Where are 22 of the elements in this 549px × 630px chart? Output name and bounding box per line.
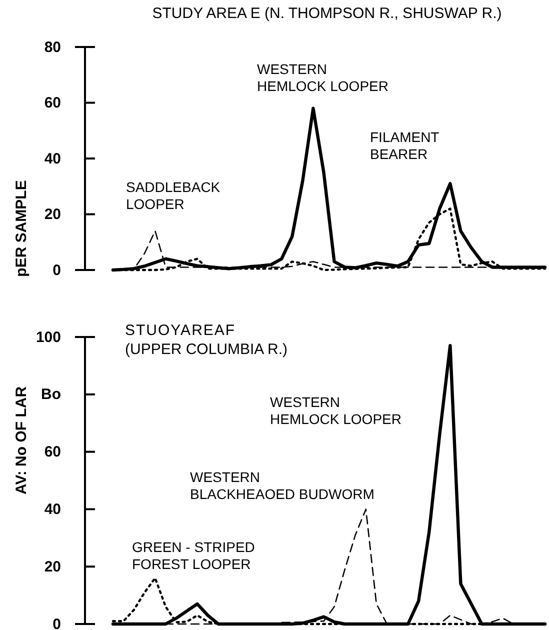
chart-title: STUOYAREAF: [125, 322, 236, 339]
annotation: WESTERN BLACKHEAOED BUDWORM: [190, 469, 374, 502]
chart-title: STUDY AREA E (N. THOMPSON R., SHUSWAP R.): [152, 5, 502, 22]
y-tick-label: 20: [44, 558, 61, 576]
chart-subtitle: (UPPER COLUMBIA R.): [125, 341, 288, 358]
y-tick-label: Bo: [41, 386, 61, 404]
y-tick-label: 60: [44, 94, 61, 112]
y-tick-label: 80: [44, 38, 61, 56]
y-tick-label: 60: [44, 444, 61, 461]
y-tick-label: 100: [36, 328, 61, 346]
y-axis-title: pER SAMPLE: [13, 180, 30, 277]
annotation: SADDLEBACK LOOPER: [126, 179, 221, 212]
annotation: WESTERN HEMLOCK LOOPER: [257, 61, 388, 94]
y-axis-title: AV: No OF LAR: [13, 386, 30, 495]
y-tick-label: 40: [44, 501, 61, 518]
y-tick-label: 20: [44, 206, 61, 224]
y-tick-label: 0: [52, 262, 61, 279]
y-tick-label: 0: [52, 616, 61, 630]
annotation: FILAMENT BEARER: [370, 129, 440, 162]
y-tick-label: 40: [44, 150, 61, 168]
annotation: GREEN - STRIPED FOREST LOOPER: [132, 539, 255, 572]
annotation: WESTERN HEMLOCK LOOPER: [270, 394, 402, 427]
